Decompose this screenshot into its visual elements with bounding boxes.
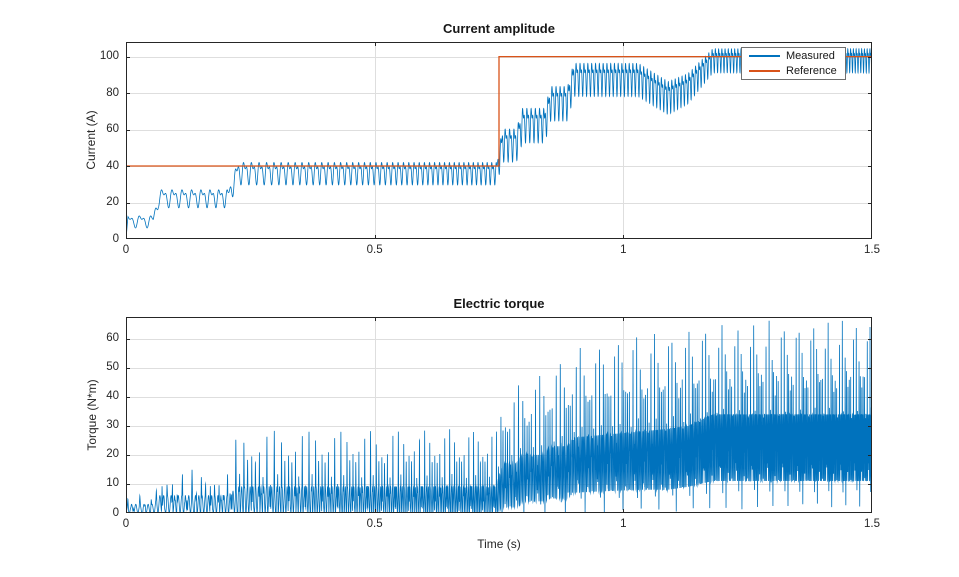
measured-line-swatch bbox=[749, 55, 780, 57]
legend-label-reference: Reference bbox=[786, 65, 837, 77]
current-x-tick-label: 1 bbox=[620, 244, 627, 256]
current-x-tick-label: 1.5 bbox=[864, 244, 880, 256]
torque-plot-area bbox=[126, 317, 872, 513]
torque-y-tick-label: 0 bbox=[112, 506, 119, 519]
reference-line-swatch bbox=[749, 70, 780, 72]
legend-entry-measured: Measured bbox=[742, 49, 845, 63]
torque-y-tick-label: 60 bbox=[106, 332, 119, 345]
current-y-tick-label: 40 bbox=[106, 159, 119, 172]
current-plot-title: Current amplitude bbox=[443, 21, 555, 36]
legend-entry-reference: Reference bbox=[742, 64, 845, 78]
current-x-tick-label: 0 bbox=[122, 244, 130, 256]
torque-x-tick-label: 0 bbox=[122, 518, 130, 530]
current-y-tick-label: 0 bbox=[112, 232, 119, 245]
current-y-tick-label: 20 bbox=[106, 196, 119, 209]
torque-y-tick-label: 30 bbox=[106, 419, 119, 432]
time-axis-label: Time (s) bbox=[477, 537, 521, 551]
torque-y-tick-label: 20 bbox=[106, 448, 119, 461]
torque-plot-title: Electric torque bbox=[453, 296, 545, 311]
torque-x-tick-label: 1.5 bbox=[864, 518, 880, 530]
torque-x-tick-label: 1 bbox=[620, 518, 627, 530]
torque-y-tick-label: 40 bbox=[106, 390, 119, 403]
torque-y-tick-label: 10 bbox=[106, 477, 119, 490]
legend-box: Measured Reference bbox=[741, 47, 846, 80]
current-y-tick-label: 60 bbox=[106, 123, 119, 136]
legend-label-measured: Measured bbox=[786, 50, 835, 62]
current-y-tick-label: 100 bbox=[99, 50, 119, 63]
current-x-tick-label: 0.5 bbox=[366, 244, 383, 256]
torque-y-tick-label: 50 bbox=[106, 361, 119, 374]
current-y-tick-label: 80 bbox=[106, 86, 119, 99]
torque-x-tick-label: 0.5 bbox=[366, 518, 383, 530]
